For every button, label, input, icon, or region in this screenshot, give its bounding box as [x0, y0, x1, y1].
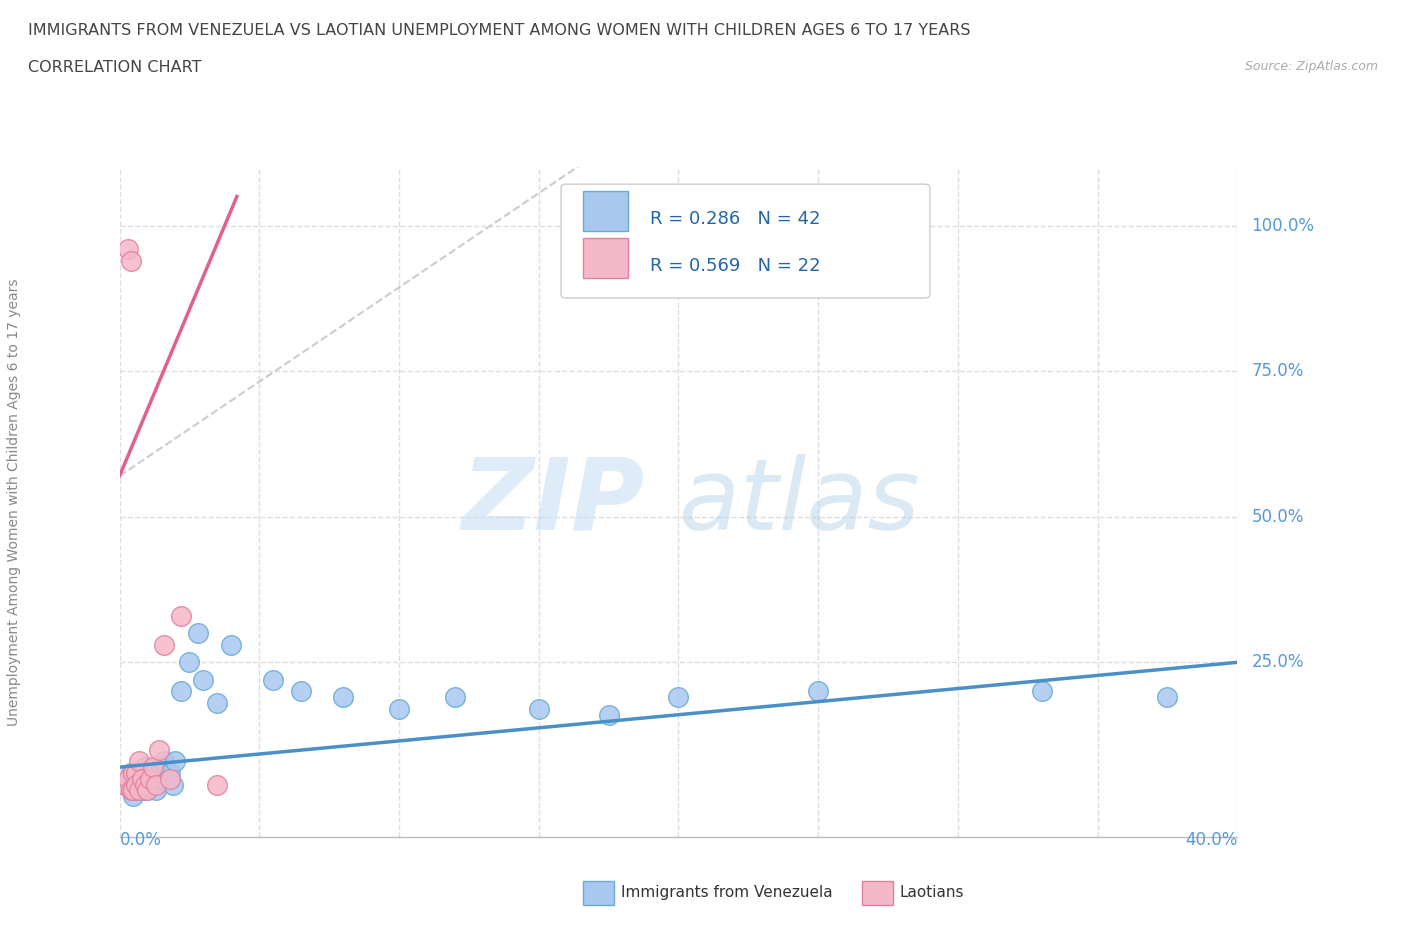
Point — [142, 777, 165, 792]
Point — [1031, 684, 1053, 698]
FancyBboxPatch shape — [561, 184, 929, 298]
Point — [148, 771, 170, 786]
Point — [142, 760, 165, 775]
Point — [114, 777, 136, 792]
Text: 0.0%: 0.0% — [120, 831, 162, 849]
Text: 40.0%: 40.0% — [1185, 831, 1237, 849]
Point — [153, 754, 176, 769]
Point — [117, 771, 139, 786]
Point — [122, 777, 145, 792]
Point — [159, 765, 181, 780]
Point — [148, 742, 170, 757]
Point — [131, 771, 153, 786]
Point — [221, 637, 243, 652]
Text: 100.0%: 100.0% — [1251, 217, 1315, 234]
Text: R = 0.286   N = 42: R = 0.286 N = 42 — [651, 210, 821, 228]
Point — [134, 777, 156, 792]
Text: R = 0.569   N = 22: R = 0.569 N = 22 — [651, 257, 821, 275]
Point — [122, 765, 145, 780]
Point — [131, 771, 153, 786]
Text: 75.0%: 75.0% — [1251, 362, 1303, 380]
Point — [117, 242, 139, 257]
Point — [290, 684, 312, 698]
Point — [120, 783, 142, 798]
Bar — [583, 238, 628, 278]
Text: CORRELATION CHART: CORRELATION CHART — [28, 60, 201, 75]
Point — [159, 771, 181, 786]
Point — [125, 765, 148, 780]
Point — [187, 626, 209, 641]
Point — [170, 608, 193, 623]
Point — [668, 690, 690, 705]
Bar — [583, 191, 628, 231]
Text: Immigrants from Venezuela: Immigrants from Venezuela — [621, 885, 834, 900]
Point — [128, 777, 150, 792]
Point — [153, 637, 176, 652]
Point — [170, 684, 193, 698]
Point — [150, 760, 173, 775]
Point — [125, 771, 148, 786]
Point — [207, 696, 229, 711]
Point — [128, 754, 150, 769]
Point — [120, 783, 142, 798]
Point — [131, 783, 153, 798]
Point — [145, 783, 167, 798]
Point — [444, 690, 467, 705]
Text: Source: ZipAtlas.com: Source: ZipAtlas.com — [1244, 60, 1378, 73]
Point — [134, 760, 156, 775]
Text: IMMIGRANTS FROM VENEZUELA VS LAOTIAN UNEMPLOYMENT AMONG WOMEN WITH CHILDREN AGES: IMMIGRANTS FROM VENEZUELA VS LAOTIAN UNE… — [28, 23, 970, 38]
Point — [139, 765, 162, 780]
Point — [125, 777, 148, 792]
Point — [165, 754, 187, 769]
Point — [262, 672, 284, 687]
Point — [136, 771, 159, 786]
Text: atlas: atlas — [678, 454, 920, 551]
Text: ZIP: ZIP — [461, 454, 645, 551]
Point — [120, 765, 142, 780]
Point — [527, 701, 550, 716]
Point — [207, 777, 229, 792]
Point — [1156, 690, 1178, 705]
Point — [120, 253, 142, 268]
Point — [125, 783, 148, 798]
Point — [807, 684, 830, 698]
Point — [598, 708, 620, 723]
Point — [139, 771, 162, 786]
Point — [128, 783, 150, 798]
Point — [332, 690, 354, 705]
Text: Unemployment Among Women with Children Ages 6 to 17 years: Unemployment Among Women with Children A… — [7, 278, 21, 726]
Point — [179, 655, 201, 670]
Point — [145, 777, 167, 792]
Point — [128, 765, 150, 780]
Point — [136, 783, 159, 798]
Point — [162, 777, 184, 792]
Text: 25.0%: 25.0% — [1251, 653, 1303, 671]
Point — [136, 783, 159, 798]
Point — [114, 777, 136, 792]
Point — [388, 701, 411, 716]
Point — [117, 771, 139, 786]
Point — [122, 783, 145, 798]
Point — [193, 672, 215, 687]
Point — [122, 789, 145, 804]
Text: 50.0%: 50.0% — [1251, 508, 1303, 525]
Text: Laotians: Laotians — [900, 885, 965, 900]
Point — [134, 777, 156, 792]
